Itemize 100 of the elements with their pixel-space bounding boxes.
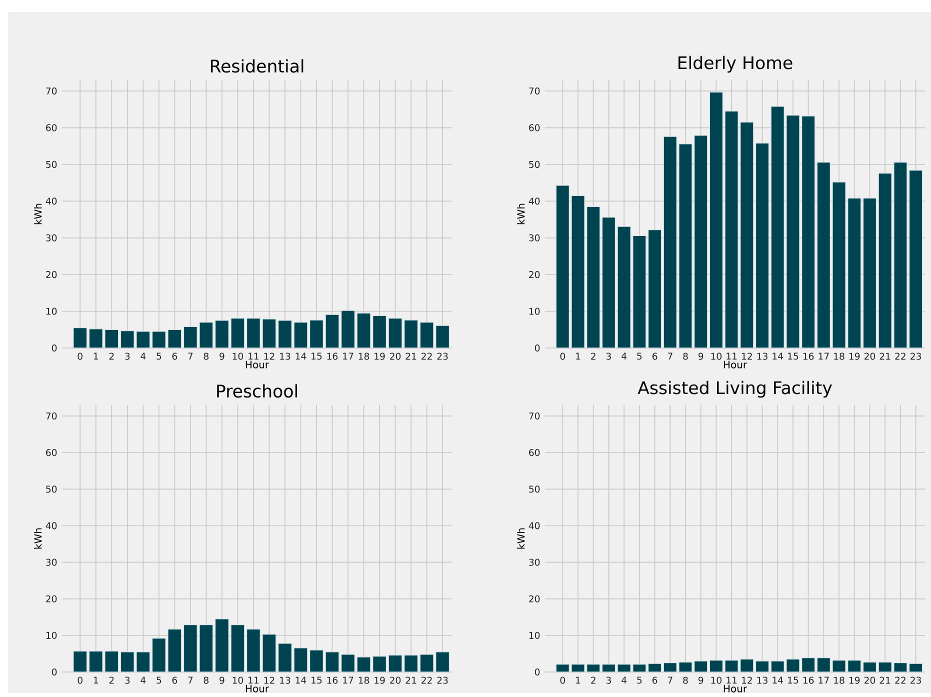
bar — [309, 320, 324, 348]
x-tick-label: 2 — [591, 352, 596, 360]
x-tick-label: 22 — [422, 352, 432, 360]
bar — [230, 318, 245, 348]
x-tick-label: 9 — [220, 676, 224, 684]
x-tick-label: 14 — [772, 352, 784, 360]
x-tick-label: 4 — [622, 676, 627, 684]
y-tick-label: 40 — [528, 522, 540, 530]
x-tick-label: 10 — [232, 352, 244, 360]
y-axis-title: kWh — [517, 528, 525, 549]
x-tick-label: 1 — [576, 676, 580, 684]
bar — [199, 322, 214, 348]
x-tick-label: 17 — [818, 676, 829, 684]
y-tick-label: 50 — [529, 486, 540, 493]
bar — [420, 322, 434, 348]
x-tick-label: 12 — [742, 352, 752, 360]
x-tick-label: 19 — [849, 352, 860, 360]
x-tick-label: 4 — [140, 676, 146, 684]
x-tick-label: 8 — [204, 676, 209, 684]
y-tick-label: 70 — [46, 88, 57, 95]
x-tick-label: 23 — [910, 352, 921, 360]
x-tick-label: 23 — [437, 352, 448, 360]
x-tick-label: 16 — [803, 352, 814, 360]
y-tick-label: 30 — [529, 234, 540, 242]
x-tick-label: 11 — [726, 352, 737, 360]
y-tick-label: 10 — [529, 308, 540, 315]
x-tick-label: 2 — [109, 352, 114, 360]
x-tick-label: 3 — [606, 352, 611, 360]
x-tick-label: 13 — [280, 676, 290, 684]
x-tick-label: 23 — [910, 676, 921, 684]
bar — [88, 328, 103, 348]
bar — [183, 326, 198, 348]
x-tick-label: 11 — [726, 676, 737, 684]
y-tick-label: 30 — [46, 234, 57, 242]
x-tick-label: 0 — [78, 352, 82, 360]
y-tick-label: 30 — [46, 558, 57, 566]
x-tick-label: 18 — [358, 676, 370, 684]
y-tick-label: 40 — [46, 198, 57, 205]
y-tick-label: 0 — [52, 344, 57, 352]
x-tick-label: 7 — [188, 676, 193, 684]
y-axis-title: kWh — [34, 204, 42, 224]
bar — [278, 320, 292, 348]
y-tick-label: 20 — [46, 271, 57, 278]
y-tick-label: 50 — [529, 161, 540, 168]
y-tick-label: 70 — [46, 412, 57, 420]
x-tick-label: 8 — [683, 352, 688, 360]
x-tick-label: 6 — [652, 676, 658, 684]
y-tick-label: 60 — [46, 449, 57, 456]
bar — [388, 318, 402, 348]
x-tick-label: 9 — [698, 676, 704, 684]
bar — [262, 318, 276, 348]
x-tick-label: 17 — [343, 676, 354, 684]
x-tick-label: 21 — [406, 676, 416, 684]
x-tick-label: 12 — [264, 676, 274, 684]
bar — [214, 320, 229, 348]
x-tick-label: 6 — [172, 676, 178, 684]
bar — [73, 650, 88, 672]
x-tick-label: 10 — [711, 352, 722, 360]
x-tick-label: 20 — [864, 676, 876, 684]
x-axis-title: Hour — [724, 361, 748, 368]
x-tick-label: 17 — [818, 352, 829, 360]
y-tick-label: 0 — [52, 668, 57, 676]
x-tick-label: 0 — [560, 676, 566, 684]
chart-title: Assisted Living Facility — [638, 380, 832, 398]
y-tick-label: 50 — [46, 486, 57, 493]
x-tick-label: 20 — [390, 676, 401, 684]
x-tick-label: 4 — [140, 352, 146, 360]
x-tick-label: 22 — [895, 676, 906, 684]
y-axis-title: kWh — [34, 528, 42, 549]
x-tick-label: 7 — [188, 352, 193, 360]
x-tick-label: 5 — [156, 352, 162, 360]
x-tick-label: 5 — [637, 352, 642, 360]
y-tick-label: 10 — [46, 632, 57, 640]
x-tick-label: 13 — [757, 352, 768, 360]
y-tick-label: 50 — [46, 161, 57, 168]
x-tick-label: 19 — [374, 352, 385, 360]
bar — [372, 315, 387, 348]
x-tick-label: 11 — [248, 352, 259, 360]
x-tick-label: 9 — [220, 352, 224, 360]
bar — [404, 320, 418, 348]
x-axis-title: Hour — [246, 685, 270, 692]
x-tick-label: 21 — [880, 352, 890, 360]
x-tick-label: 12 — [264, 352, 274, 360]
chart-title: Preschool — [217, 384, 297, 398]
x-tick-label: 1 — [94, 676, 98, 684]
x-tick-label: 1 — [576, 352, 580, 360]
y-tick-label: 70 — [529, 88, 540, 95]
bar — [120, 330, 134, 348]
x-tick-label: 2 — [109, 676, 114, 684]
y-tick-label: 10 — [529, 632, 540, 640]
chart-title: Residential — [210, 59, 304, 73]
x-tick-label: 16 — [327, 352, 338, 360]
x-tick-label: 13 — [757, 676, 768, 684]
x-tick-label: 15 — [788, 676, 798, 684]
x-tick-label: 20 — [390, 352, 401, 360]
x-tick-label: 15 — [312, 676, 322, 684]
bar — [436, 325, 450, 348]
x-tick-label: 13 — [280, 352, 290, 360]
y-tick-label: 0 — [534, 344, 540, 352]
y-tick-label: 20 — [529, 271, 540, 278]
